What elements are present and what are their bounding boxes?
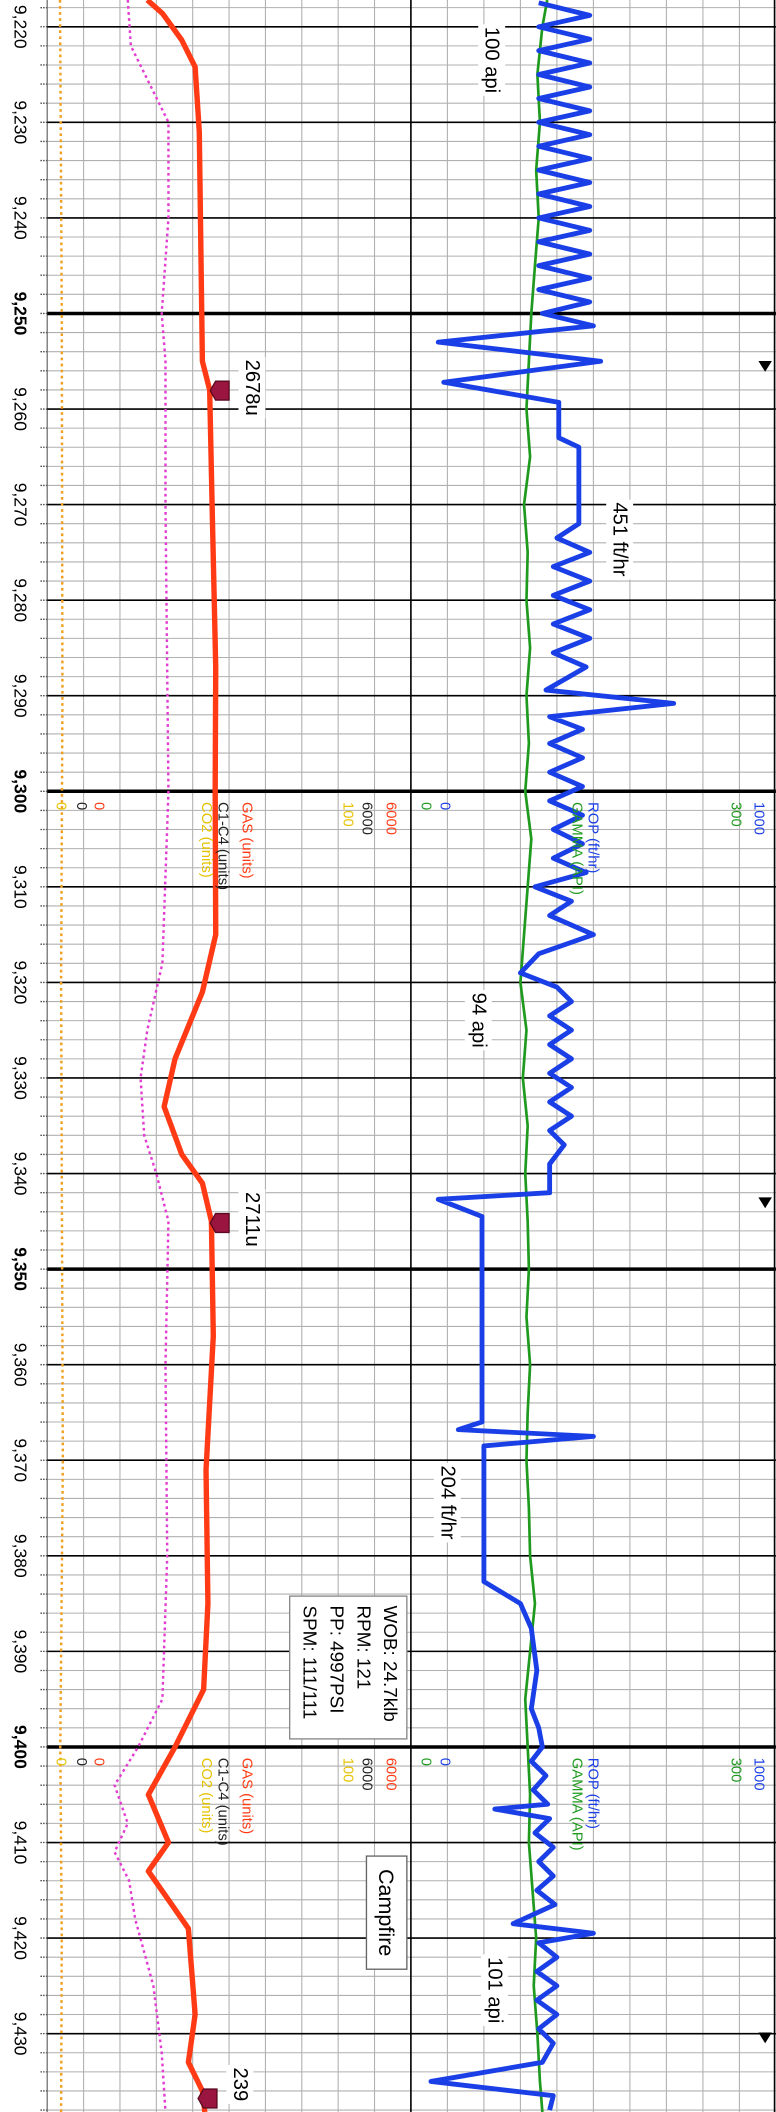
curve (145, 0, 219, 2112)
scale-max: 300 (728, 1758, 744, 1783)
scale-max: 6000 (383, 1758, 399, 1791)
depth-label: 9,340 (10, 1152, 30, 1196)
series-label: GAS (units) (239, 1758, 255, 1835)
depth-label: 9,430 (10, 2012, 30, 2056)
annotation: 101 api (483, 1957, 505, 2023)
annotation-bg (606, 499, 634, 580)
label-box (365, 1855, 408, 1970)
depth-label: 9,370 (10, 1438, 30, 1482)
depth-label: 9,410 (10, 1821, 30, 1865)
info-text: PP: 4997PSI (326, 1606, 347, 1714)
annotation-bg (238, 1189, 266, 1250)
label-text: Campfire (374, 1869, 399, 1956)
series-label: CO2 (units) (198, 802, 214, 878)
gas-marker (209, 1212, 230, 1234)
annotation: 204 ft/hr (436, 1465, 458, 1539)
scale-min: 0 (90, 802, 106, 810)
depth-label: 9,280 (10, 578, 30, 622)
annotation-bg (478, 24, 506, 96)
scale-min: 0 (437, 802, 453, 810)
scale-min: 0 (437, 1758, 453, 1766)
scale-max: 300 (728, 802, 744, 827)
marker-triangle (758, 360, 772, 372)
depth-label: 9,300 (10, 769, 30, 813)
info-text: WOB: 24.7klb (380, 1606, 401, 1722)
curve (58, 0, 65, 2112)
depth-label: 9,240 (10, 196, 30, 240)
depth-label: 9,230 (10, 100, 30, 144)
info-text: SPM: 111/111 (299, 1606, 320, 1720)
annotation: 239 (229, 2068, 251, 2102)
gas-marker (209, 380, 230, 401)
depth-label: 9,250 (10, 292, 30, 336)
scale-max: 6000 (358, 802, 374, 835)
annotation-bg (226, 2064, 254, 2104)
series-label: CO2 (units) (198, 1758, 214, 1834)
series-label: GAMMA (API) (569, 1758, 585, 1851)
scale-min: 0 (418, 1758, 434, 1766)
depth-label: 9,400 (10, 1725, 30, 1769)
depth-label: 9,330 (10, 1056, 30, 1100)
depth-label: 9,310 (10, 865, 30, 909)
annotation: 451 ft/hr (609, 502, 631, 576)
depth-label: 9,380 (10, 1534, 30, 1578)
series-label: C1-C4 (units) (214, 1758, 230, 1846)
marker-triangle (758, 1197, 772, 1209)
gas-marker (197, 2088, 218, 2109)
curve (113, 0, 170, 2112)
series-label: GAS (units) (239, 802, 255, 879)
scale-max: 100 (340, 802, 356, 827)
scale-min: 0 (53, 1758, 69, 1766)
scale-max: 1000 (750, 802, 766, 835)
info-text: RPM: 121 (353, 1606, 374, 1690)
scale-min: 0 (90, 1758, 106, 1766)
curve (428, 0, 677, 2111)
annotation-bg (433, 1462, 461, 1543)
annotation-bg (480, 1954, 508, 2027)
series-label: ROP (ft/hr) (585, 1758, 601, 1829)
scale-min: 0 (418, 802, 434, 810)
series-label: GAMMA (API) (569, 802, 585, 895)
scale-max: 6000 (383, 802, 399, 835)
scale-min: 0 (73, 1758, 89, 1766)
scale-min: 0 (73, 802, 89, 810)
info-box (288, 1595, 408, 1740)
marker-triangle (758, 2032, 772, 2044)
annotation: 2711u (241, 1192, 263, 1247)
scale-max: 100 (340, 1758, 356, 1783)
annotation: 94 api (467, 993, 489, 1048)
depth-label: 9,420 (10, 1916, 30, 1960)
series-label: C1-C4 (units) (214, 802, 230, 890)
annotation-bg (238, 356, 266, 419)
series-label: ROP (ft/hr) (585, 802, 601, 873)
depth-label: 9,350 (10, 1247, 30, 1291)
depth-label: 9,270 (10, 483, 30, 527)
scale-min: 0 (53, 802, 69, 810)
depth-label: 9,220 (10, 5, 30, 49)
annotation: 2678u (241, 360, 263, 416)
depth-label: 9,360 (10, 1343, 30, 1387)
depth-label: 9,290 (10, 674, 30, 718)
depth-label: 9,260 (10, 387, 30, 431)
depth-label: 9,320 (10, 961, 30, 1005)
curve (519, 0, 549, 2112)
annotation-bg (464, 990, 492, 1051)
annotation: 100 api (481, 27, 503, 93)
depth-label: 9,390 (10, 1629, 30, 1673)
scale-max: 6000 (358, 1758, 374, 1791)
scale-max: 1000 (750, 1758, 766, 1791)
